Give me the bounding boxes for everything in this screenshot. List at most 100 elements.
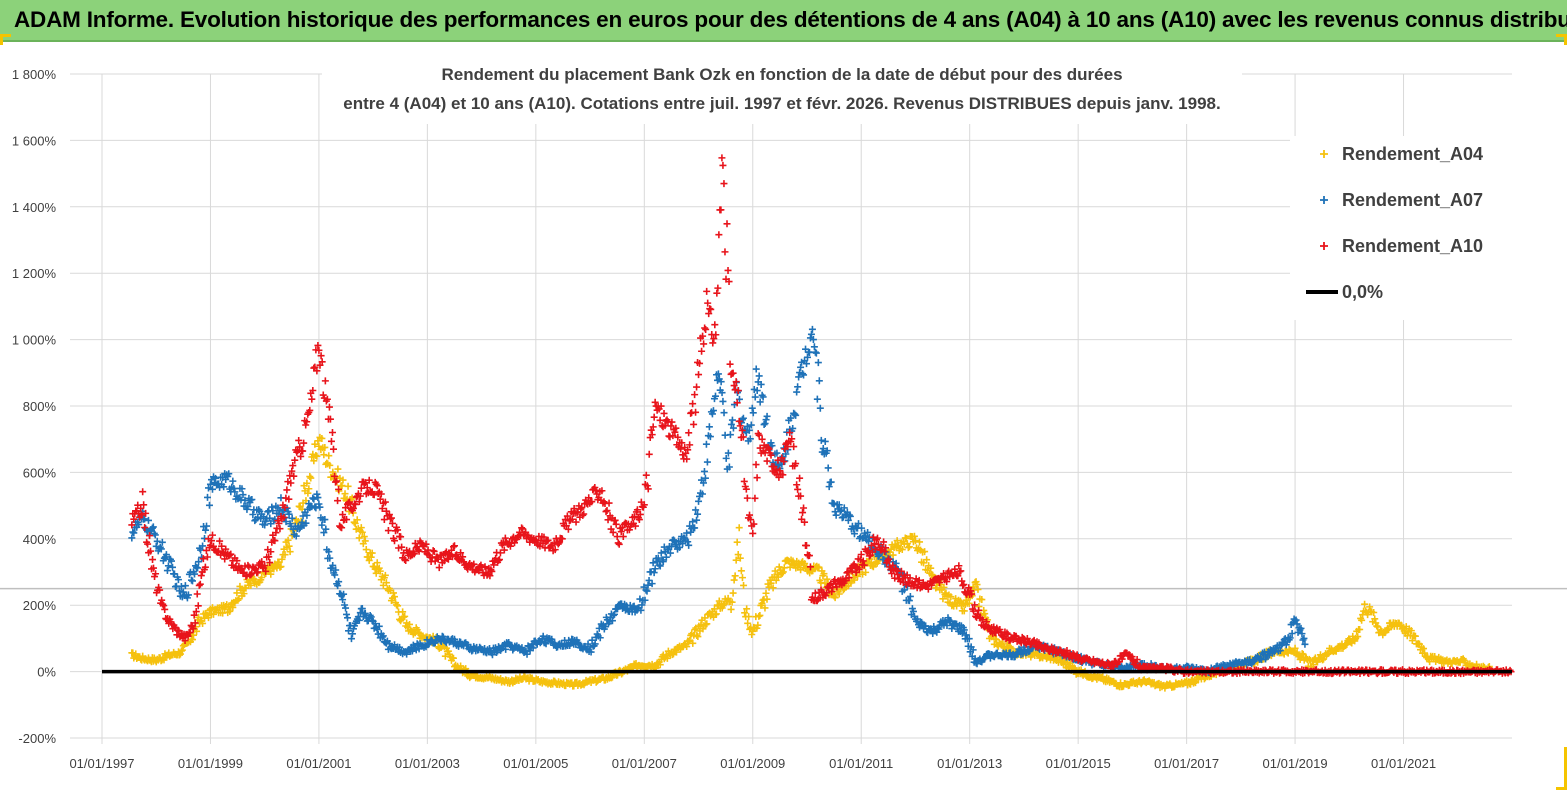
data-point — [752, 365, 760, 373]
data-point — [314, 341, 322, 349]
data-point — [674, 433, 682, 441]
data-point — [265, 553, 273, 561]
legend-marker — [1320, 196, 1328, 204]
data-point — [1034, 649, 1042, 657]
legend-label: Rendement_A10 — [1342, 236, 1483, 256]
data-point — [253, 569, 261, 577]
data-point — [735, 524, 743, 532]
data-point — [309, 387, 317, 395]
data-point — [761, 604, 769, 612]
y-tick-label: 400% — [23, 532, 57, 547]
data-point — [231, 488, 239, 496]
data-point — [539, 632, 547, 640]
data-point — [226, 607, 234, 615]
data-point — [939, 595, 947, 603]
data-point — [971, 601, 979, 609]
data-point — [701, 324, 709, 332]
data-point — [763, 412, 771, 420]
data-point — [905, 543, 913, 551]
data-point — [384, 527, 392, 535]
data-point — [227, 550, 235, 558]
x-tick-label: 01/01/1999 — [178, 756, 243, 771]
data-point — [501, 534, 509, 542]
data-point — [296, 524, 304, 532]
data-point — [609, 528, 617, 536]
data-point — [743, 605, 751, 613]
data-point — [788, 435, 796, 443]
data-point — [518, 644, 526, 652]
data-point — [858, 524, 866, 532]
data-point — [836, 507, 844, 515]
data-point — [703, 620, 711, 628]
data-point — [574, 638, 582, 646]
data-point — [889, 561, 897, 569]
data-point — [698, 490, 706, 498]
data-point — [222, 545, 230, 553]
data-point — [345, 498, 353, 506]
data-point — [695, 497, 703, 505]
data-point — [904, 578, 912, 586]
data-point — [965, 635, 973, 643]
data-point — [865, 537, 873, 545]
data-point — [144, 540, 152, 548]
data-point — [281, 503, 289, 511]
data-point — [362, 546, 370, 554]
data-point — [690, 420, 698, 428]
data-point — [753, 387, 761, 395]
data-point — [683, 643, 691, 651]
data-point — [212, 474, 220, 482]
data-point — [819, 445, 827, 453]
data-point — [373, 559, 381, 567]
data-point — [451, 635, 458, 643]
data-point — [755, 612, 763, 620]
x-tick-label: 01/01/2017 — [1154, 756, 1219, 771]
legend-marker — [1320, 150, 1328, 158]
x-tick-label: 01/01/2013 — [937, 756, 1002, 771]
data-point — [303, 479, 311, 487]
data-point — [218, 542, 226, 550]
data-point — [331, 472, 339, 480]
data-point — [157, 545, 165, 553]
data-point — [221, 555, 229, 563]
data-point — [821, 437, 829, 445]
data-point — [857, 550, 865, 558]
data-point — [959, 582, 967, 590]
data-point — [267, 570, 275, 578]
data-point — [692, 506, 700, 514]
data-point — [496, 549, 504, 557]
data-point — [1300, 634, 1308, 642]
data-point — [329, 445, 337, 453]
data-point — [803, 542, 811, 550]
data-point — [1366, 603, 1374, 611]
data-point — [564, 525, 572, 533]
data-point — [769, 584, 777, 592]
data-point — [1407, 627, 1415, 635]
data-point — [262, 567, 270, 575]
data-point — [1288, 629, 1296, 637]
data-point — [843, 569, 851, 577]
data-point — [315, 346, 323, 354]
data-point — [288, 514, 296, 522]
data-point — [683, 529, 691, 537]
data-point — [820, 570, 828, 578]
data-point — [757, 380, 765, 388]
data-point — [691, 626, 699, 634]
y-tick-label: 0% — [37, 665, 56, 680]
data-point — [339, 476, 347, 484]
data-point — [162, 551, 170, 559]
data-point — [451, 542, 458, 550]
data-point — [381, 571, 389, 579]
data-point — [979, 616, 987, 624]
data-point — [898, 546, 906, 554]
data-point — [394, 526, 402, 534]
data-point — [940, 583, 948, 591]
data-point — [656, 661, 664, 669]
data-point — [287, 479, 295, 487]
data-point — [808, 325, 816, 333]
data-point — [1356, 626, 1364, 634]
data-point — [711, 392, 719, 400]
data-point — [850, 530, 858, 538]
data-point — [649, 423, 657, 431]
data-point — [803, 353, 811, 361]
data-point — [844, 516, 852, 524]
